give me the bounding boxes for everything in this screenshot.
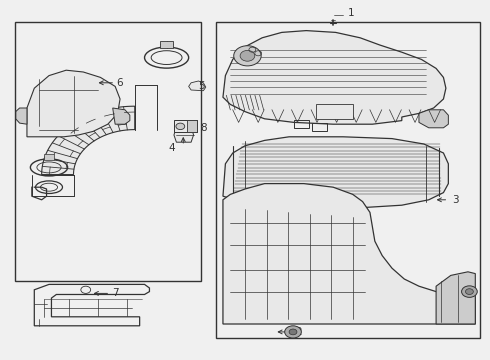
Text: 4: 4 bbox=[168, 143, 175, 153]
Polygon shape bbox=[419, 110, 448, 128]
Text: 6: 6 bbox=[117, 78, 123, 88]
Polygon shape bbox=[436, 272, 475, 324]
Bar bbox=[312, 123, 327, 131]
Bar bbox=[187, 120, 197, 132]
Bar bbox=[44, 154, 54, 160]
Polygon shape bbox=[223, 31, 446, 124]
Bar bbox=[294, 120, 309, 128]
Polygon shape bbox=[223, 184, 475, 324]
Circle shape bbox=[289, 329, 297, 335]
Polygon shape bbox=[42, 106, 135, 175]
Text: 1: 1 bbox=[348, 8, 355, 18]
Ellipse shape bbox=[176, 123, 185, 130]
Bar bbox=[216, 22, 480, 338]
Text: 2: 2 bbox=[295, 327, 302, 337]
Polygon shape bbox=[113, 108, 130, 124]
Polygon shape bbox=[223, 137, 448, 209]
Bar bbox=[179, 121, 190, 127]
Circle shape bbox=[285, 326, 301, 338]
Circle shape bbox=[240, 50, 255, 61]
Polygon shape bbox=[16, 108, 27, 124]
Bar bbox=[160, 41, 173, 48]
Text: 7: 7 bbox=[112, 288, 119, 298]
Circle shape bbox=[462, 286, 477, 297]
Bar bbox=[15, 22, 201, 281]
Text: 5: 5 bbox=[198, 81, 205, 91]
Circle shape bbox=[466, 289, 473, 294]
Circle shape bbox=[234, 46, 261, 66]
Polygon shape bbox=[189, 81, 206, 91]
Bar bbox=[174, 120, 197, 132]
Polygon shape bbox=[174, 124, 194, 142]
Text: 8: 8 bbox=[200, 123, 207, 133]
Polygon shape bbox=[27, 70, 120, 137]
Bar bbox=[316, 104, 353, 119]
Text: 3: 3 bbox=[452, 195, 459, 205]
